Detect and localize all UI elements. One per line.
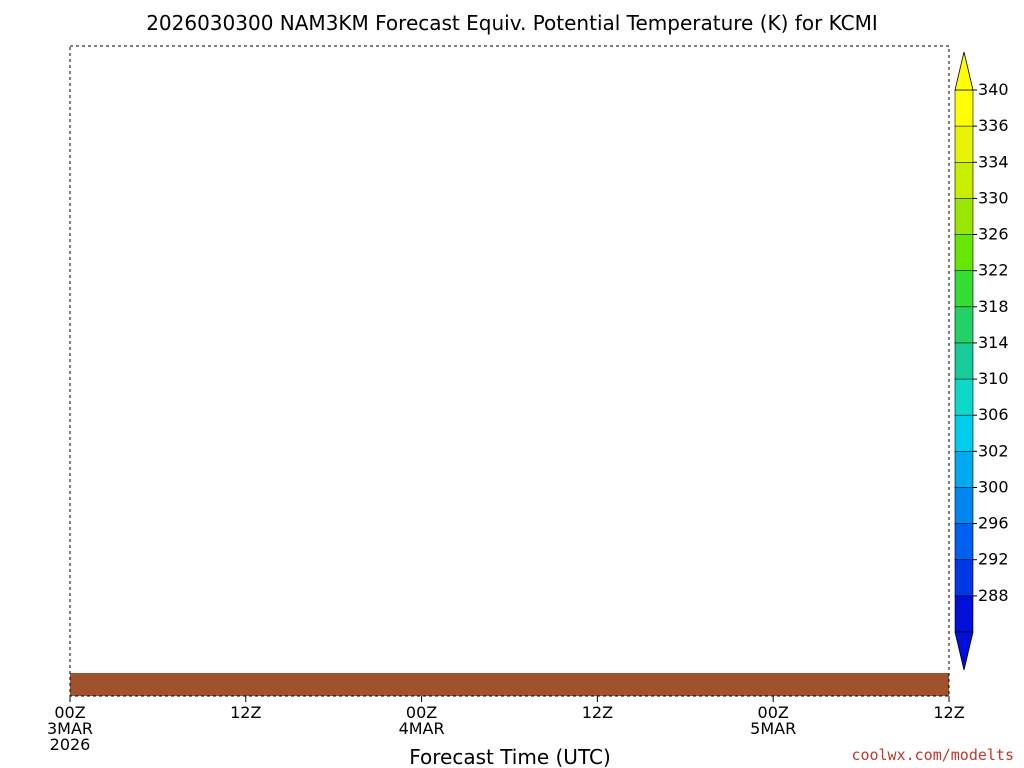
chart-title: 2026030300 NAM3KM Forecast Equiv. Potent… bbox=[146, 11, 878, 35]
